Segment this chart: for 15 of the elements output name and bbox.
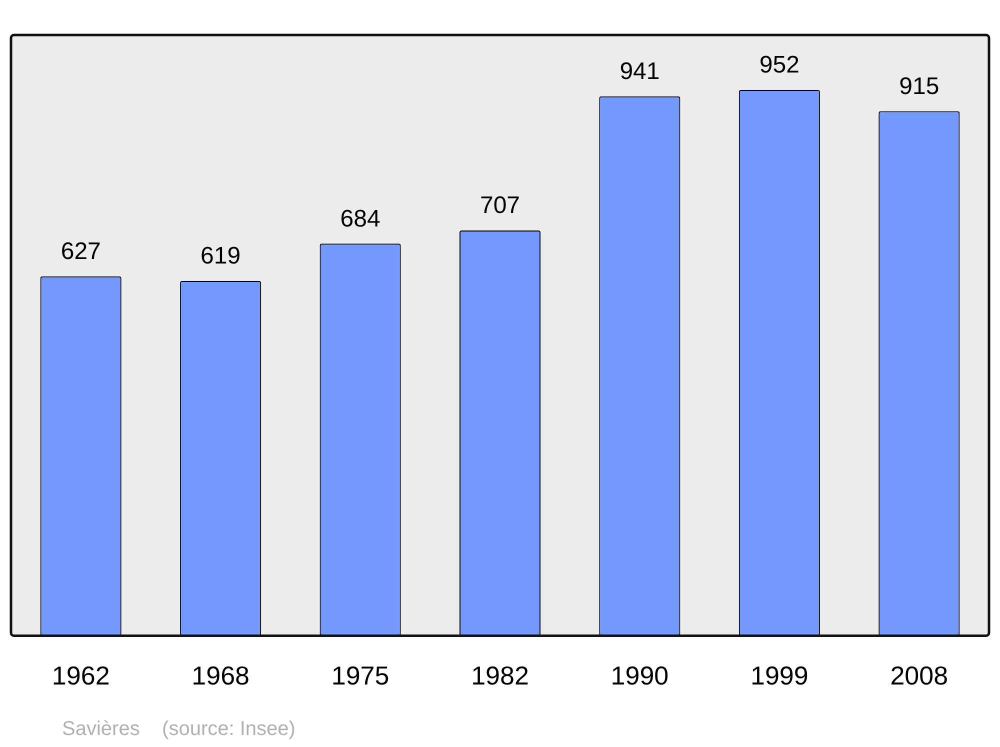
x-tick-label: 1990: [610, 660, 669, 691]
x-tick-label: 1975: [331, 660, 390, 691]
text: Savières (source: Insee): [62, 718, 296, 741]
data-label: 619: [200, 242, 241, 270]
x-tick-label: 2008: [890, 660, 948, 691]
data-label: 952: [759, 52, 800, 79]
x-tick-label: 1962: [52, 660, 110, 691]
data-label: 915: [899, 72, 940, 100]
data-label: 707: [480, 192, 520, 220]
x-tick-label: 1999: [750, 660, 808, 691]
x-tick-label: 1982: [471, 660, 529, 691]
data-label: 941: [620, 58, 660, 85]
data-label: 627: [60, 238, 101, 265]
x-tick-label: 1968: [192, 660, 250, 691]
data-label: 684: [340, 205, 380, 232]
